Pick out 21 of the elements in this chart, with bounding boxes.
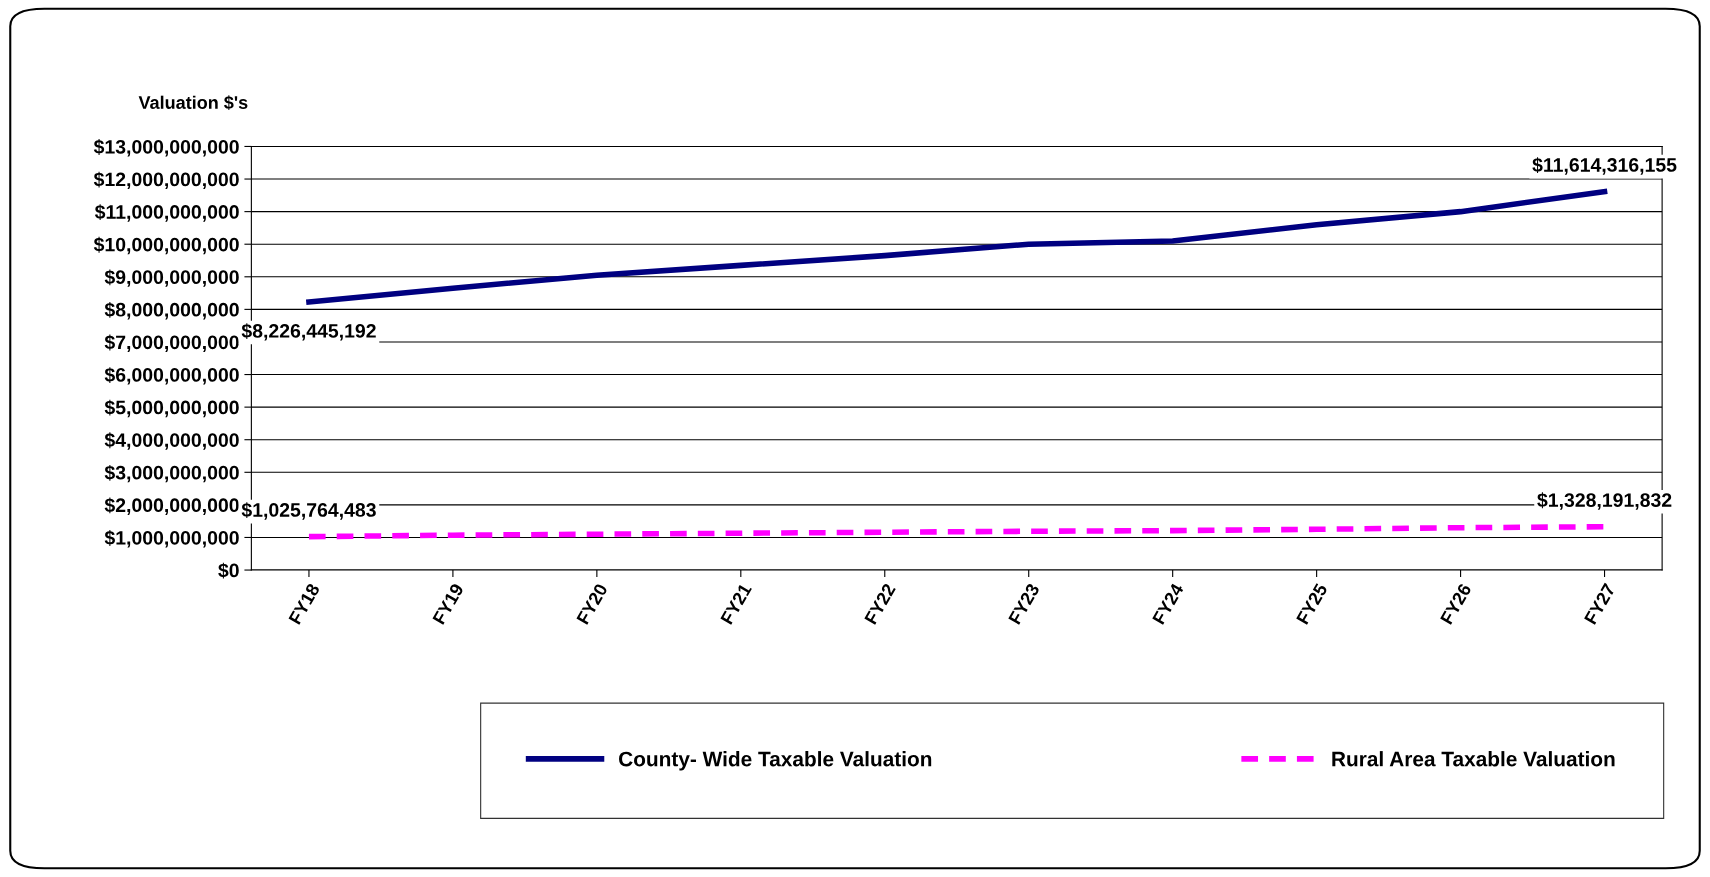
y-tick-label: $10,000,000,000: [93, 236, 239, 255]
y-tick-label: $8,000,000,000: [104, 301, 239, 320]
data-label: $1,328,191,832: [1537, 492, 1672, 510]
y-tick-label: $13,000,000,000: [93, 139, 239, 157]
y-tick-label: $12,000,000,000: [93, 171, 239, 190]
legend-label: Rural Area Taxable Valuation: [1332, 751, 1615, 767]
y-tick-label: $2,000,000,000: [104, 497, 239, 515]
y-axis-title: Valuation $'s: [138, 95, 248, 111]
y-tick-label: $3,000,000,000: [104, 464, 239, 483]
data-label: $1,025,764,483: [241, 502, 376, 520]
data-label: $11,614,316,155: [1532, 157, 1677, 175]
y-tick-label: $5,000,000,000: [104, 399, 239, 418]
y-tick-label: $0: [218, 562, 239, 579]
y-tick-label: $9,000,000,000: [104, 269, 239, 287]
legend-label: County- Wide Taxable Valuation: [619, 751, 932, 771]
y-tick-label: $4,000,000,000: [104, 432, 239, 450]
data-label: $8,226,445,192: [241, 323, 376, 341]
y-tick-label: $1,000,000,000: [104, 530, 239, 548]
y-tick-label: $6,000,000,000: [104, 367, 239, 385]
y-tick-label: $11,000,000,000: [94, 204, 239, 222]
y-tick-label: $7,000,000,000: [104, 334, 239, 353]
